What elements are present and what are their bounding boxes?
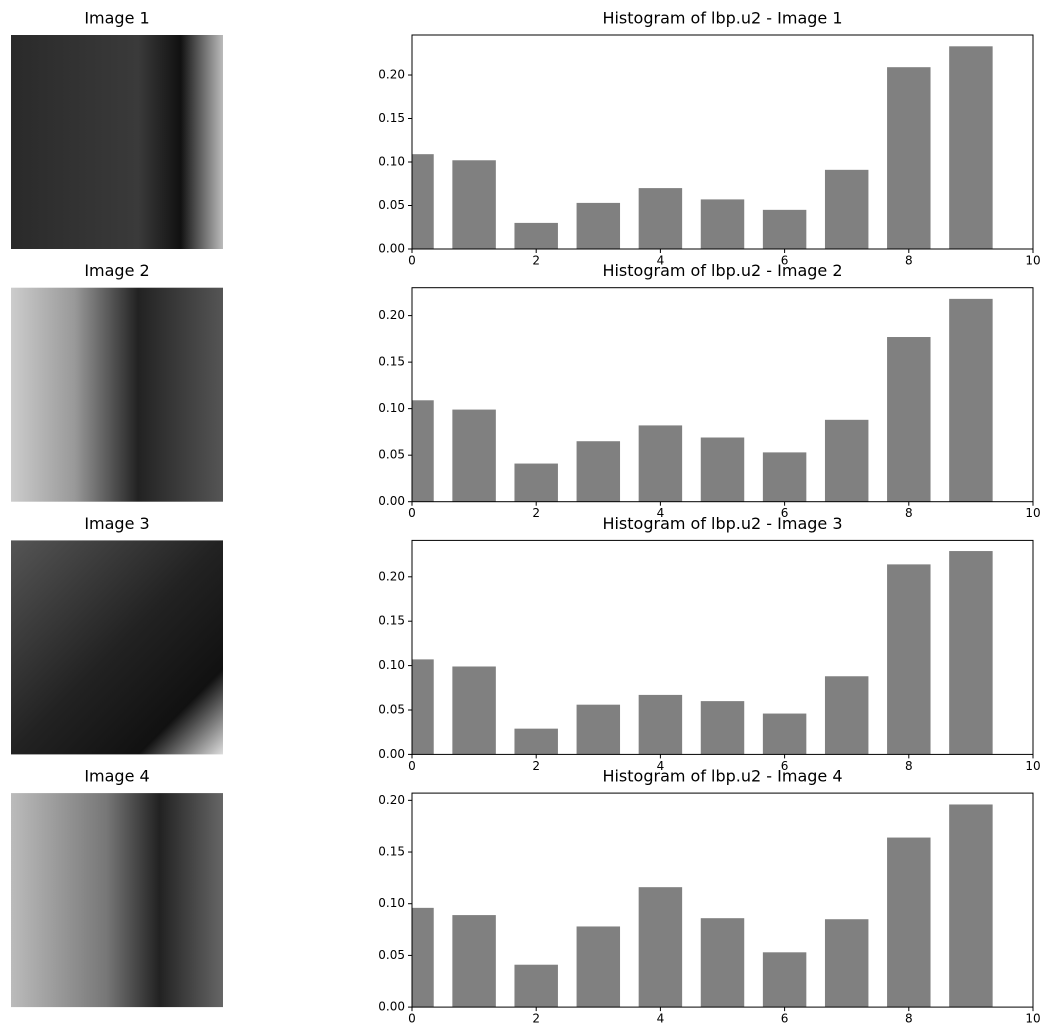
y-tick-label: 0.15 <box>378 614 405 628</box>
bar <box>577 705 620 755</box>
bar <box>514 464 557 502</box>
bar <box>577 203 620 249</box>
chart-title: Histogram of lbp.u2 - Image 1 <box>602 9 842 28</box>
x-tick-label: 10 <box>1025 1012 1040 1026</box>
bar <box>514 223 557 249</box>
x-tick-label: 0 <box>408 759 416 773</box>
y-tick-label: 0.10 <box>378 401 405 415</box>
chart-title: Histogram of lbp.u2 - Image 4 <box>602 767 842 786</box>
x-tick-label: 8 <box>905 1012 913 1026</box>
x-tick-label: 2 <box>532 254 540 268</box>
x-tick-label: 10 <box>1025 759 1040 773</box>
image-title: Image 2 <box>84 261 149 280</box>
image <box>11 35 223 249</box>
bar <box>701 918 744 1007</box>
bar <box>577 441 620 501</box>
x-tick-label: 2 <box>532 1012 540 1026</box>
bar <box>452 915 495 1007</box>
bar <box>825 170 868 249</box>
y-tick-label: 0.20 <box>378 569 405 583</box>
bar <box>639 695 682 754</box>
y-tick-label: 0.15 <box>378 355 405 369</box>
bar <box>825 919 868 1007</box>
bar <box>887 838 930 1008</box>
bar <box>887 564 930 754</box>
x-tick-label: 6 <box>781 1012 789 1026</box>
y-tick-label: 0.00 <box>378 242 405 256</box>
bar <box>763 714 806 755</box>
bar <box>887 337 930 502</box>
bar <box>763 952 806 1007</box>
bar <box>949 46 992 249</box>
bar <box>452 666 495 754</box>
y-tick-label: 0.15 <box>378 845 405 859</box>
y-tick-label: 0.10 <box>378 658 405 672</box>
y-tick-label: 0.20 <box>378 793 405 807</box>
y-tick-label: 0.20 <box>378 308 405 322</box>
y-tick-label: 0.05 <box>378 948 405 962</box>
y-tick-label: 0.00 <box>378 494 405 508</box>
bar <box>763 452 806 501</box>
image <box>11 540 223 754</box>
chart-title: Histogram of lbp.u2 - Image 3 <box>602 514 842 533</box>
bar <box>639 425 682 501</box>
bar <box>763 210 806 249</box>
x-tick-label: 0 <box>408 1012 416 1026</box>
y-tick-label: 0.00 <box>378 747 405 761</box>
bar <box>825 420 868 502</box>
bar <box>701 199 744 249</box>
image-title: Image 4 <box>84 767 149 786</box>
x-tick-label: 8 <box>905 759 913 773</box>
bar <box>514 729 557 755</box>
bar <box>514 965 557 1007</box>
bar <box>949 299 992 502</box>
image <box>11 288 223 502</box>
bar <box>639 188 682 249</box>
y-tick-label: 0.05 <box>378 703 405 717</box>
x-tick-label: 4 <box>657 1012 665 1026</box>
image-title: Image 3 <box>84 514 149 533</box>
image-title: Image 1 <box>84 9 149 28</box>
x-tick-label: 0 <box>408 254 416 268</box>
bar <box>825 676 868 754</box>
bar <box>452 160 495 249</box>
bar <box>949 804 992 1007</box>
bar <box>452 410 495 502</box>
y-tick-label: 0.05 <box>378 198 405 212</box>
x-tick-label: 2 <box>532 759 540 773</box>
x-tick-label: 10 <box>1025 506 1040 520</box>
image <box>11 793 223 1007</box>
bar <box>701 701 744 754</box>
bar <box>639 887 682 1007</box>
y-tick-label: 0.00 <box>378 1000 405 1014</box>
bar <box>701 438 744 502</box>
y-tick-label: 0.20 <box>378 68 405 82</box>
figure: Image 1 Image 2 Image 3 Image 4 0.00 0.05 0.10… <box>0 0 1045 1030</box>
bar <box>577 926 620 1007</box>
x-tick-label: 8 <box>905 254 913 268</box>
y-tick-label: 0.10 <box>378 155 405 169</box>
bar <box>887 67 930 249</box>
chart-title: Histogram of lbp.u2 - Image 2 <box>602 261 842 280</box>
x-tick-label: 0 <box>408 506 416 520</box>
bar <box>949 551 992 754</box>
y-tick-label: 0.05 <box>378 448 405 462</box>
x-tick-label: 10 <box>1025 254 1040 268</box>
y-tick-label: 0.10 <box>378 896 405 910</box>
x-tick-label: 2 <box>532 506 540 520</box>
y-tick-label: 0.15 <box>378 111 405 125</box>
x-tick-label: 8 <box>905 506 913 520</box>
